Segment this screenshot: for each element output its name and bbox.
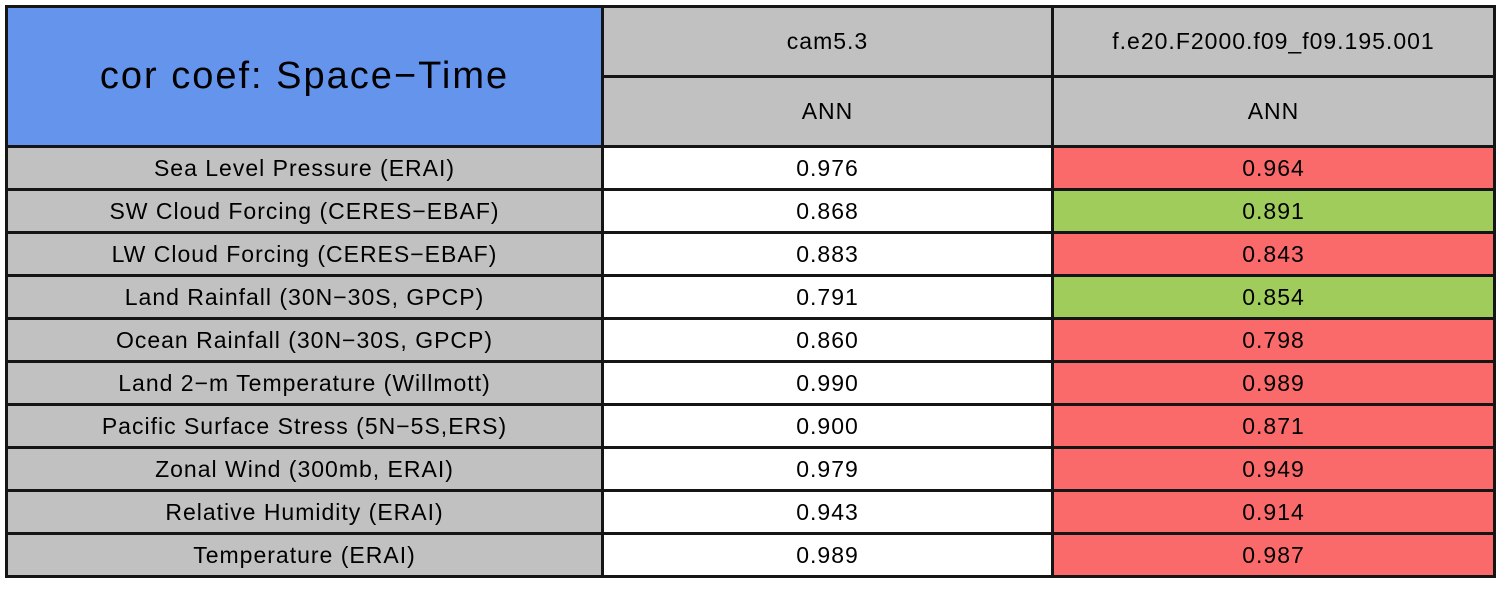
control-value: 0.868	[601, 188, 1054, 234]
table-row: Temperature (ERAI) 0.989 0.987	[5, 532, 1496, 578]
table-row: Relative Humidity (ERAI) 0.943 0.914	[5, 489, 1496, 535]
row-label: Relative Humidity (ERAI)	[5, 489, 604, 535]
control-value: 0.791	[601, 274, 1054, 320]
control-value: 0.860	[601, 317, 1054, 363]
table-row: LW Cloud Forcing (CERES−EBAF) 0.883 0.84…	[5, 231, 1496, 277]
table-body: Sea Level Pressure (ERAI) 0.976 0.964 SW…	[5, 145, 1496, 578]
row-label: Sea Level Pressure (ERAI)	[5, 145, 604, 191]
control-value: 0.976	[601, 145, 1054, 191]
test-value: 0.987	[1051, 532, 1496, 578]
table-row: Pacific Surface Stress (5N−5S,ERS) 0.900…	[5, 403, 1496, 449]
test-value: 0.871	[1051, 403, 1496, 449]
table-header: cor coef: Space−Time cam5.3 f.e20.F2000.…	[5, 5, 1496, 148]
column-header-test-model: f.e20.F2000.f09_f09.195.001	[1051, 5, 1496, 78]
column-header-control-model: cam5.3	[601, 5, 1054, 78]
control-value: 0.943	[601, 489, 1054, 535]
header-row-seasons: ANN ANN	[7, 75, 1496, 148]
row-label: Temperature (ERAI)	[5, 532, 604, 578]
control-value: 0.990	[601, 360, 1054, 406]
table-title: cor coef: Space−Time	[5, 5, 604, 148]
test-value: 0.989	[1051, 360, 1496, 406]
test-value: 0.854	[1051, 274, 1496, 320]
test-value: 0.798	[1051, 317, 1496, 363]
row-label: Land 2−m Temperature (Willmott)	[5, 360, 604, 406]
row-label: Pacific Surface Stress (5N−5S,ERS)	[5, 403, 604, 449]
table-row: Land 2−m Temperature (Willmott) 0.990 0.…	[5, 360, 1496, 406]
row-label: Land Rainfall (30N−30S, GPCP)	[5, 274, 604, 320]
column-header-test-season: ANN	[1051, 75, 1496, 148]
table-row: Ocean Rainfall (30N−30S, GPCP) 0.860 0.7…	[5, 317, 1496, 363]
test-value: 0.843	[1051, 231, 1496, 277]
control-value: 0.883	[601, 231, 1054, 277]
table-row: Sea Level Pressure (ERAI) 0.976 0.964	[5, 145, 1496, 191]
header-row-models: cor coef: Space−Time cam5.3 f.e20.F2000.…	[5, 5, 1496, 148]
test-value: 0.964	[1051, 145, 1496, 191]
table-row: Zonal Wind (300mb, ERAI) 0.979 0.949	[5, 446, 1496, 492]
test-value: 0.914	[1051, 489, 1496, 535]
table-row: SW Cloud Forcing (CERES−EBAF) 0.868 0.89…	[5, 188, 1496, 234]
control-value: 0.979	[601, 446, 1054, 492]
row-label: Zonal Wind (300mb, ERAI)	[5, 446, 604, 492]
correlation-metrics-table: cor coef: Space−Time cam5.3 f.e20.F2000.…	[5, 5, 1496, 578]
table-row: Land Rainfall (30N−30S, GPCP) 0.791 0.85…	[5, 274, 1496, 320]
test-value: 0.891	[1051, 188, 1496, 234]
test-value: 0.949	[1051, 446, 1496, 492]
row-label: Ocean Rainfall (30N−30S, GPCP)	[5, 317, 604, 363]
control-value: 0.900	[601, 403, 1054, 449]
row-label: LW Cloud Forcing (CERES−EBAF)	[5, 231, 604, 277]
column-header-control-season: ANN	[601, 75, 1054, 148]
row-label: SW Cloud Forcing (CERES−EBAF)	[5, 188, 604, 234]
control-value: 0.989	[601, 532, 1054, 578]
